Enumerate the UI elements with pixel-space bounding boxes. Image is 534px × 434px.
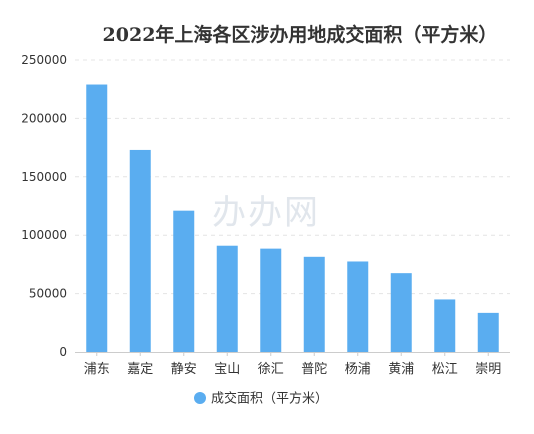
y-tick-label: 100000 bbox=[21, 228, 67, 242]
bars bbox=[86, 84, 499, 352]
x-tick-label: 普陀 bbox=[301, 361, 327, 377]
y-tick-label: 0 bbox=[59, 345, 67, 359]
y-axis-ticks: 0 50000 100000 150000 200000 250000 bbox=[21, 53, 67, 359]
watermark-text: 办办网 bbox=[212, 193, 320, 233]
x-tick-label: 黄浦 bbox=[388, 362, 414, 377]
x-tick-label: 松江 bbox=[432, 362, 458, 377]
x-tick-label: 嘉定 bbox=[127, 362, 153, 377]
y-tick-label: 200000 bbox=[21, 111, 67, 125]
bar[interactable] bbox=[86, 84, 108, 352]
legend-marker[interactable] bbox=[194, 392, 206, 404]
bar[interactable] bbox=[260, 248, 282, 352]
x-tick-label: 静安 bbox=[171, 362, 197, 377]
x-tick-label: 杨浦 bbox=[345, 362, 371, 377]
bar[interactable] bbox=[390, 273, 412, 352]
y-tick-label: 50000 bbox=[29, 287, 67, 301]
bar[interactable] bbox=[347, 261, 369, 352]
bar[interactable] bbox=[477, 312, 499, 352]
x-tick-label: 宝山 bbox=[214, 362, 240, 377]
x-tick-label: 崇明 bbox=[475, 362, 501, 377]
y-tick-label: 150000 bbox=[21, 170, 67, 184]
x-tick-label: 浦东 bbox=[84, 362, 110, 377]
legend-label[interactable]: 成交面积（平方米） bbox=[211, 391, 328, 407]
bar[interactable] bbox=[173, 210, 195, 352]
x-axis-ticks: 浦东 嘉定 静安 宝山 徐汇 普陀 杨浦 黄浦 松江 崇明 bbox=[84, 352, 501, 377]
bar[interactable] bbox=[129, 149, 151, 352]
chart-title: 2022年上海各区涉办用地成交面积（平方米） bbox=[103, 23, 498, 46]
legend[interactable]: 成交面积（平方米） bbox=[194, 391, 328, 407]
x-tick-label: 徐汇 bbox=[258, 362, 284, 377]
bar[interactable] bbox=[303, 256, 325, 352]
bar[interactable] bbox=[434, 299, 456, 352]
bar[interactable] bbox=[216, 245, 238, 352]
y-tick-label: 250000 bbox=[21, 53, 67, 67]
